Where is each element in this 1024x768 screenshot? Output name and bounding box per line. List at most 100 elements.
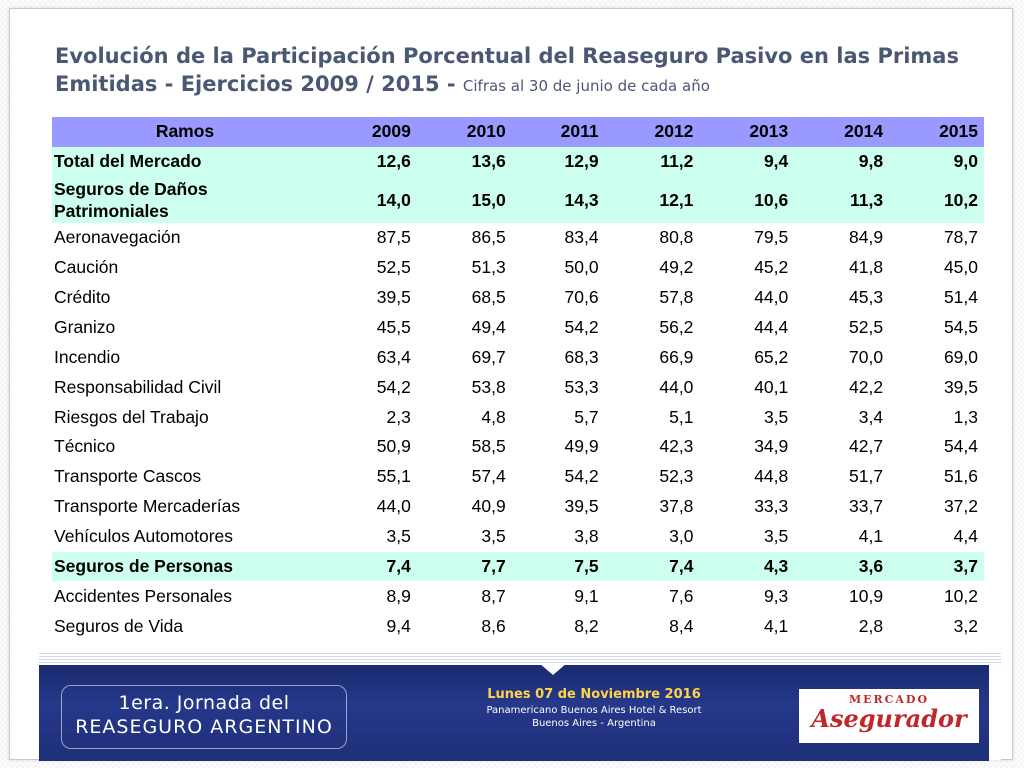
cell-value: 3,4 <box>858 406 884 427</box>
cell-value: 55,1 <box>376 466 411 487</box>
cell-value: 50,0 <box>564 257 599 278</box>
cell-value: 45,2 <box>754 257 789 278</box>
table-header-row: Ramos 2009 2010 2011 2012 2013 2014 2015 <box>52 117 984 147</box>
cell-value: 4,4 <box>953 526 978 547</box>
cell-value: 39,5 <box>376 287 411 307</box>
cell-value: 52,5 <box>376 257 411 278</box>
table-row: Granizo 45,5 49,4 54,2 56,2 44,4 52,5 54,5 <box>52 312 984 342</box>
cell-value: 52,5 <box>849 316 884 337</box>
row-label: Caución <box>54 257 119 278</box>
title-subtitle: Cifras al 30 de junio de cada año <box>462 77 710 95</box>
cell-value: 8,7 <box>481 585 506 606</box>
cell-value: 33,3 <box>754 496 789 517</box>
cell-value: 13,6 <box>416 146 512 177</box>
table-row: Transporte Mercaderías 44,0 40,9 39,5 37,8 33… <box>52 492 984 522</box>
row-label: Aeronavegación <box>54 227 181 248</box>
cell-value: 53,8 <box>471 376 506 397</box>
cell-value: 40,9 <box>471 496 506 517</box>
table-row: Aeronavegación 87,5 86,5 83,4 80,8 79,5 84,9 78… <box>52 223 984 253</box>
column-header-year: 2011 <box>511 117 605 147</box>
table-row: Riesgos del Trabajo 2,3 4,8 5,7 5,1 3,5 3,4 1,3 <box>52 402 984 432</box>
row-label: Accidentes Personales <box>54 585 233 606</box>
row-label: Transporte Cascos <box>54 466 202 487</box>
event-city: Buenos Aires - Argentina <box>532 718 656 729</box>
table-row-summary: Seguros de Personas 7,4 7,7 7,5 7,4 4,3 3,6 3,7 <box>52 551 984 582</box>
column-header-year: 2015 <box>889 117 984 147</box>
row-label: Técnico <box>54 436 116 457</box>
table-row: Incendio 63,4 69,7 68,3 66,9 65,2 70,0 69,0 <box>52 342 984 372</box>
cell-value: 11,2 <box>604 146 700 177</box>
cell-value: 42,7 <box>849 436 884 457</box>
cell-value: 3,6 <box>794 551 890 582</box>
banner-stripes <box>39 653 1001 665</box>
table-row: Seguros de Vida 9,4 8,6 8,2 8,4 4,1 2,8 3,2 <box>52 611 984 641</box>
row-label: Crédito <box>54 287 111 307</box>
cell-value: 54,4 <box>943 436 978 457</box>
cell-value: 5,7 <box>574 406 599 427</box>
cell-value: 57,8 <box>659 287 694 307</box>
cell-value: 69,7 <box>471 346 506 367</box>
column-header-ramos: Ramos <box>52 117 322 147</box>
table-row: Vehículos Automotores 3,5 3,5 3,8 3,0 3,5 4,1 4… <box>52 522 984 552</box>
cell-value: 8,9 <box>386 585 411 606</box>
cell-value: 3,2 <box>953 615 978 636</box>
cell-value: 9,4 <box>386 615 411 636</box>
cell-value: 7,4 <box>322 551 417 582</box>
cell-value: 63,4 <box>376 346 411 367</box>
cell-value: 52,3 <box>659 466 694 487</box>
column-header-year: 2013 <box>699 117 795 147</box>
cell-value: 44,0 <box>659 376 694 397</box>
cell-value: 3,0 <box>669 526 694 547</box>
cell-value: 40,1 <box>754 376 789 397</box>
cell-value: 12,6 <box>322 146 417 177</box>
event-banner: 1era. Jornada del REASEGURO ARGENTINO Lu… <box>39 650 1001 761</box>
row-label: Seguros de Personas <box>52 551 322 582</box>
cell-value: 49,4 <box>471 316 506 337</box>
cell-value: 10,6 <box>699 176 795 223</box>
cell-value: 57,4 <box>471 466 506 487</box>
cell-value: 54,2 <box>376 376 411 397</box>
cell-value: 44,8 <box>754 466 789 487</box>
cell-value: 9,1 <box>574 585 599 606</box>
banner-notch <box>539 663 567 675</box>
cell-value: 14,0 <box>322 176 417 223</box>
cell-value: 7,4 <box>604 551 700 582</box>
cell-value: 51,6 <box>943 466 978 487</box>
cell-value: 10,2 <box>889 176 984 223</box>
cell-value: 68,5 <box>471 287 506 307</box>
cell-value: 7,6 <box>669 585 694 606</box>
cell-value: 68,3 <box>564 346 599 367</box>
cell-value: 33,7 <box>849 496 884 517</box>
cell-value: 66,9 <box>659 346 694 367</box>
banner-panel: 1era. Jornada del REASEGURO ARGENTINO Lu… <box>39 665 989 761</box>
cell-value: 39,5 <box>943 376 978 397</box>
table-row: Accidentes Personales 8,9 8,7 9,1 7,6 9,3 10,9… <box>52 581 984 611</box>
cell-value: 44,0 <box>754 287 789 307</box>
cell-value: 39,5 <box>564 496 599 517</box>
event-name-box: 1era. Jornada del REASEGURO ARGENTINO <box>61 685 347 749</box>
cell-value: 80,8 <box>659 227 694 248</box>
cell-value: 78,7 <box>943 227 978 248</box>
table-row: Transporte Cascos 55,1 57,4 54,2 52,3 44,8 51,… <box>52 462 984 492</box>
cell-value: 51,3 <box>471 257 506 278</box>
row-label: Transporte Mercaderías <box>54 496 241 517</box>
cell-value: 79,5 <box>754 227 789 248</box>
title-main: Evolución de la Participación Porcentual… <box>55 44 959 96</box>
row-label: Responsabilidad Civil <box>54 376 222 397</box>
cell-value: 3,5 <box>763 406 789 427</box>
cell-value: 44,4 <box>754 316 789 337</box>
table-row: Caución 52,5 51,3 50,0 49,2 45,2 41,8 45,0 <box>52 253 984 283</box>
cell-value: 50,9 <box>376 436 411 457</box>
cell-value: 49,9 <box>564 436 599 457</box>
cell-value: 3,5 <box>386 526 411 547</box>
cell-value: 42,3 <box>659 436 694 457</box>
cell-value: 4,3 <box>699 551 795 582</box>
cell-value: 8,4 <box>669 615 694 636</box>
cell-value: 2,3 <box>386 406 411 427</box>
cell-value: 14,3 <box>511 176 605 223</box>
cell-value: 54,2 <box>564 316 599 337</box>
cell-value: 3,8 <box>574 526 599 547</box>
cell-value: 3,7 <box>889 551 984 582</box>
cell-value: 42,2 <box>849 376 884 397</box>
logo-top-text: MERCADO <box>848 693 930 706</box>
